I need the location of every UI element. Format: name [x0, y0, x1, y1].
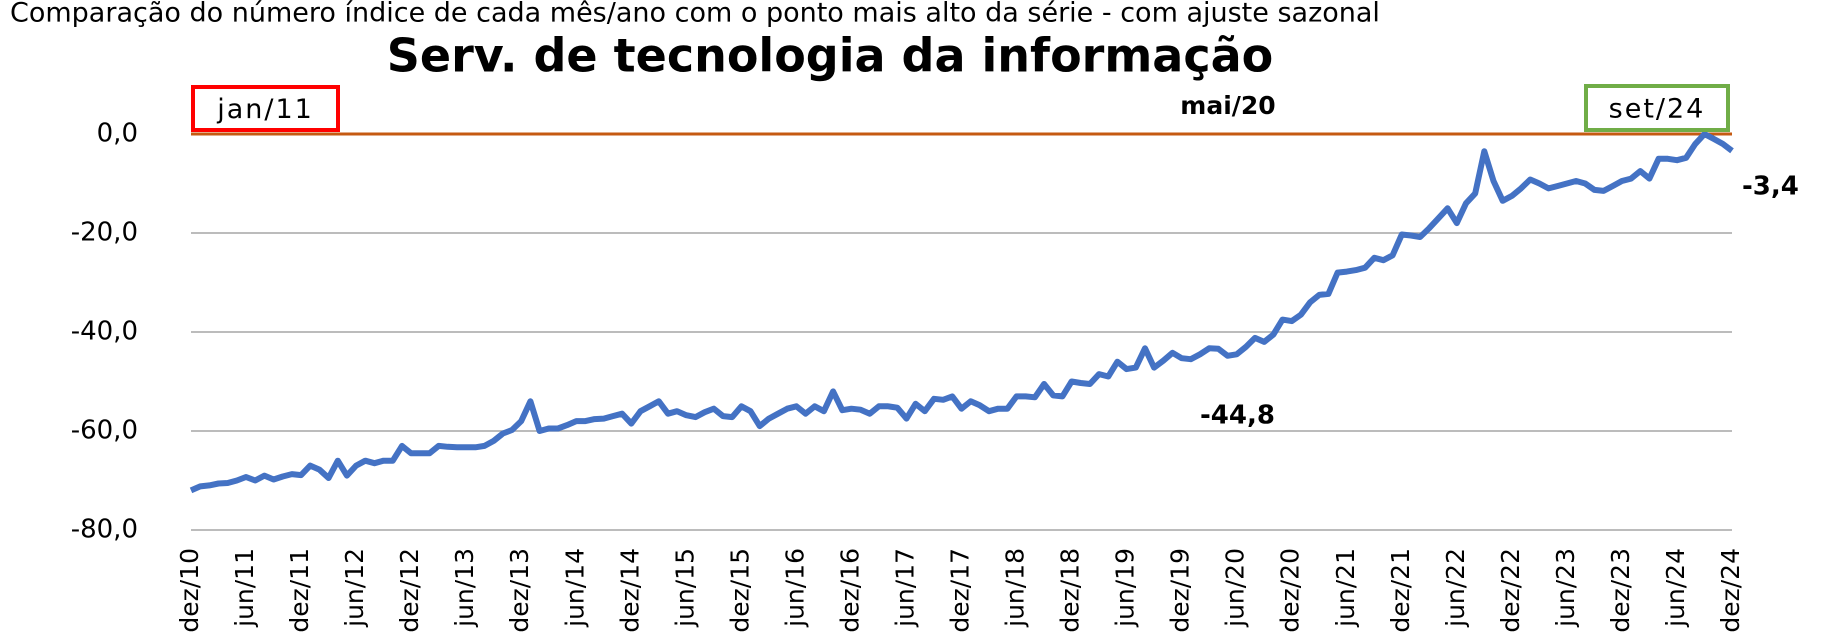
x-tick-label: jun/16 [780, 548, 809, 628]
x-tick-label: jun/18 [1001, 548, 1030, 628]
annotation: jan/11 [216, 94, 314, 125]
chart-subtitle: Comparação do número índice de cada mês/… [10, 0, 1380, 29]
x-tick-label: jun/12 [340, 548, 369, 628]
annotation-box [1584, 84, 1730, 132]
x-tick-label: dez/20 [1276, 548, 1305, 633]
annotation: mai/20 [1180, 91, 1275, 120]
x-tick-label: jun/20 [1221, 548, 1250, 628]
x-tick-label: dez/18 [1056, 548, 1085, 633]
x-tick-label: jun/19 [1111, 548, 1140, 628]
x-tick-label: jun/15 [670, 548, 699, 628]
annotation: set/24 [1609, 94, 1706, 125]
x-tick-label: jun/22 [1441, 548, 1470, 628]
x-tick-label: jun/17 [890, 548, 919, 628]
data-line [189, 131, 1734, 494]
chart-title: Serv. de tecnologia da informação [387, 29, 1274, 83]
x-tick-label: jun/13 [450, 548, 479, 628]
x-tick-label: dez/23 [1606, 548, 1635, 633]
data-label: -44,8 [1200, 400, 1275, 430]
x-tick-label: dez/17 [946, 548, 975, 633]
x-tick-label: dez/21 [1386, 548, 1415, 633]
y-tick-label: 0,0 [97, 119, 138, 149]
x-tick-label: jun/11 [230, 548, 259, 628]
y-tick-label: -40,0 [71, 317, 138, 347]
x-tick-label: dez/10 [175, 548, 204, 633]
x-tick-label: dez/12 [395, 548, 424, 633]
data-label: -3,4 [1742, 171, 1799, 201]
x-tick-label: dez/15 [725, 548, 754, 633]
x-tick-label: dez/24 [1716, 548, 1745, 633]
x-tick-label: dez/11 [285, 548, 314, 633]
y-tick-label: -60,0 [71, 416, 138, 446]
annotation-box [191, 85, 340, 132]
x-tick-label: jun/21 [1331, 548, 1360, 628]
y-tick-label: -80,0 [71, 515, 138, 545]
x-tick-label: dez/16 [835, 548, 864, 633]
y-tick-label: -20,0 [71, 218, 138, 248]
x-tick-label: dez/14 [615, 548, 644, 633]
x-tick-label: jun/23 [1551, 548, 1580, 628]
x-tick-label: dez/19 [1166, 548, 1195, 633]
x-tick-label: jun/14 [560, 548, 589, 628]
x-tick-label: dez/22 [1496, 548, 1525, 633]
x-tick-label: dez/13 [505, 548, 534, 633]
x-tick-label: jun/24 [1661, 548, 1690, 628]
